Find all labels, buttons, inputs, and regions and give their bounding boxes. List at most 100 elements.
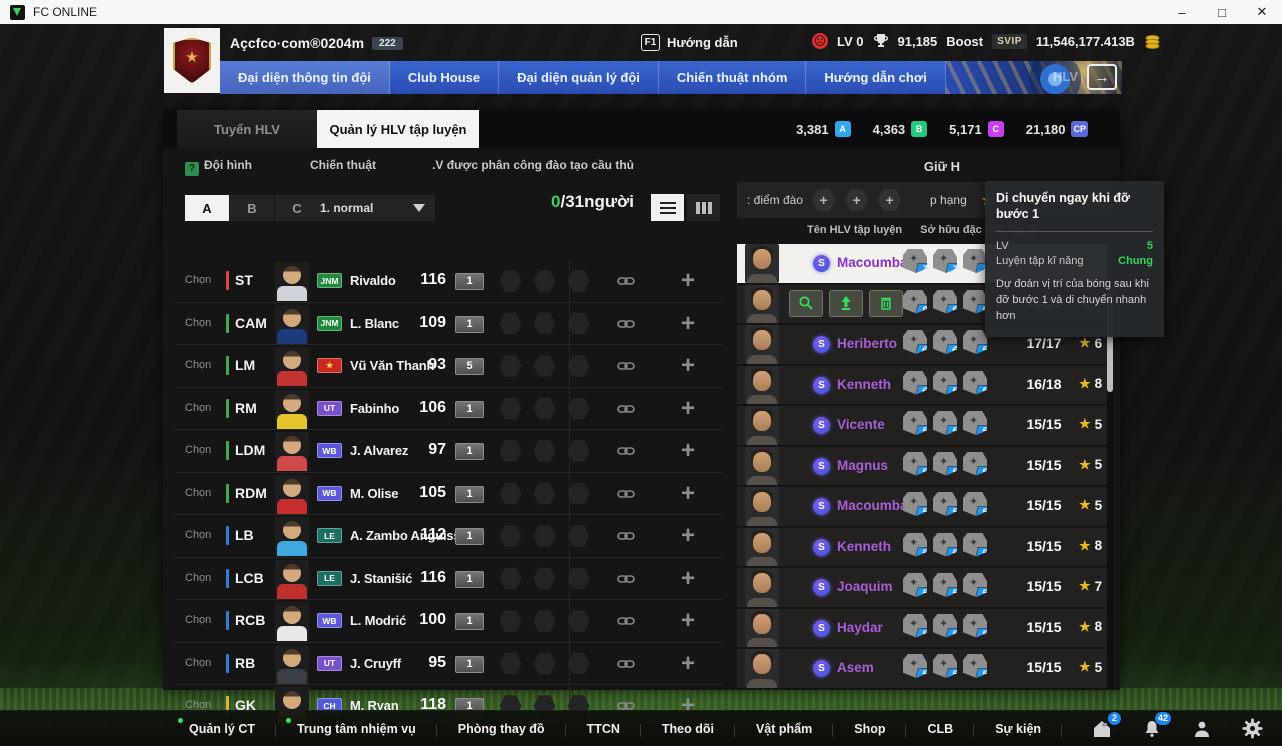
coach-scrollbar[interactable] xyxy=(1107,244,1113,689)
exit-button[interactable]: → xyxy=(1087,64,1117,90)
empty-slot-hexagon[interactable] xyxy=(499,440,522,462)
select-label[interactable]: Chọn xyxy=(185,274,212,286)
bottom-nav-item[interactable]: Shop xyxy=(833,722,907,737)
empty-slot-hexagon[interactable] xyxy=(567,610,590,632)
player-row[interactable]: Chọn ST JNM Rivaldo 116 1 + xyxy=(175,260,722,303)
empty-slot-hexagon[interactable] xyxy=(533,567,556,590)
empty-slot-hexagon[interactable] xyxy=(567,567,590,590)
empty-slot-hexagon[interactable] xyxy=(499,482,522,505)
bottom-nav-item[interactable]: Sự kiện xyxy=(974,722,1062,737)
bottom-nav-item[interactable]: Vật phẩm xyxy=(735,722,834,737)
empty-slot-hexagon[interactable] xyxy=(499,270,522,292)
select-label[interactable]: Chọn xyxy=(185,529,212,541)
add-trainer-button[interactable]: + xyxy=(675,480,701,507)
select-label[interactable]: Chọn xyxy=(185,699,212,711)
filter-add-button[interactable]: + xyxy=(844,189,869,211)
help-shortcut[interactable]: F1 Hướng dẫn xyxy=(641,34,738,51)
player-row[interactable]: Chọn RCB WB L. Modrić 100 1 + xyxy=(175,600,722,643)
tab-recruit-hlv[interactable]: Tuyển HLV xyxy=(177,110,317,148)
player-row[interactable]: Chọn LDM WB J. Alvarez 97 1 + xyxy=(175,430,722,473)
select-label[interactable]: Chọn xyxy=(185,359,212,371)
coach-row[interactable]: S Haydar 5 5 5 xyxy=(737,608,1112,647)
filter-add-button[interactable]: + xyxy=(877,189,902,211)
tactic-dropdown[interactable]: 1. normal xyxy=(310,195,435,221)
maximize-button[interactable]: □ xyxy=(1218,4,1226,20)
coach-row[interactable]: S Kenneth 5 5 5 xyxy=(737,527,1112,566)
player-row[interactable]: Chọn LM ★ Vũ Văn Thanh 93 5 + xyxy=(175,345,722,388)
add-trainer-button[interactable]: + xyxy=(675,310,701,337)
empty-slot-hexagon[interactable] xyxy=(499,312,522,335)
empty-slot-hexagon[interactable] xyxy=(567,397,590,420)
add-trainer-button[interactable]: + xyxy=(675,523,701,549)
add-trainer-button[interactable]: + xyxy=(675,353,701,379)
coach-row[interactable]: S Macoumba 5 5 5 xyxy=(737,487,1112,526)
empty-slot-hexagon[interactable] xyxy=(533,312,556,335)
nav-item[interactable]: Hướng dẫn chơi xyxy=(806,61,946,94)
coach-row[interactable]: S Joaquim 5 5 5 xyxy=(737,568,1112,607)
nav-item[interactable]: Club House xyxy=(390,61,500,94)
coach-row[interactable]: S Asem 5 5 5 xyxy=(737,649,1112,688)
select-label[interactable]: Chọn xyxy=(185,401,212,414)
nav-item[interactable]: Đại diện thông tin đội xyxy=(220,61,390,94)
notifications-button[interactable]: 42 xyxy=(1140,710,1173,740)
coach-row[interactable]: S Kenneth 6 5 5 xyxy=(737,365,1112,404)
bottom-nav-item[interactable]: CLB xyxy=(906,722,974,737)
empty-slot-hexagon[interactable] xyxy=(567,270,590,292)
search-button[interactable] xyxy=(789,289,823,317)
empty-slot-hexagon[interactable] xyxy=(533,270,556,292)
empty-slot-hexagon[interactable] xyxy=(533,397,556,420)
select-label[interactable]: Chọn xyxy=(185,444,212,456)
player-row[interactable]: Chọn LCB LE J. Stanišić 116 1 + xyxy=(175,557,722,600)
list-view-button[interactable] xyxy=(651,194,684,221)
close-button[interactable]: ✕ xyxy=(1256,4,1268,19)
select-label[interactable]: Chọn xyxy=(185,316,212,329)
add-trainer-button[interactable]: + xyxy=(675,395,701,422)
nav-item[interactable]: Đại diện quản lý đội xyxy=(499,61,659,94)
select-label[interactable]: Chọn xyxy=(185,614,212,626)
empty-slot-hexagon[interactable] xyxy=(533,525,556,547)
player-row[interactable]: Chọn RM UT Fabinho 106 1 + xyxy=(175,387,722,430)
empty-slot-hexagon[interactable] xyxy=(499,610,522,632)
empty-slot-hexagon[interactable] xyxy=(533,652,556,675)
player-row[interactable]: Chọn CAM JNM L. Blanc 109 1 + xyxy=(175,302,722,345)
add-trainer-button[interactable]: + xyxy=(675,608,701,634)
empty-slot-hexagon[interactable] xyxy=(533,610,556,632)
select-label[interactable]: Chọn xyxy=(185,486,212,499)
settings-button[interactable] xyxy=(1240,718,1264,740)
empty-slot-hexagon[interactable] xyxy=(499,397,522,420)
player-row[interactable]: Chọn LB LE A. Zambo Anguissa 112 1 + xyxy=(175,515,722,558)
empty-slot-hexagon[interactable] xyxy=(499,652,522,675)
tab-manage-hlv[interactable]: Quản lý HLV tập luyện xyxy=(317,110,479,148)
player-row[interactable]: Chọn RDM WB M. Olise 105 1 + xyxy=(175,472,722,515)
player-row[interactable]: Chọn RB UT J. Cruyff 95 1 + xyxy=(175,642,722,685)
bottom-nav-item[interactable]: TTCN xyxy=(566,722,642,737)
select-label[interactable]: Chọn xyxy=(185,571,212,584)
add-trainer-button[interactable]: + xyxy=(675,650,701,677)
bottom-nav-item[interactable]: Trung tâm nhiệm vụ xyxy=(276,717,437,737)
empty-slot-hexagon[interactable] xyxy=(567,440,590,462)
coach-row[interactable]: S Vicente 5 5 5 xyxy=(737,406,1112,445)
profile-button[interactable] xyxy=(1190,718,1214,740)
bottom-nav-item[interactable]: Theo dõi xyxy=(641,722,736,737)
delete-button[interactable] xyxy=(869,289,903,317)
home-button[interactable]: 2 xyxy=(1090,710,1123,740)
empty-slot-hexagon[interactable] xyxy=(567,482,590,505)
add-trainer-button[interactable]: + xyxy=(675,438,701,464)
empty-slot-hexagon[interactable] xyxy=(499,567,522,590)
help-question-icon[interactable]: ? xyxy=(185,161,199,176)
empty-slot-hexagon[interactable] xyxy=(567,312,590,335)
formation-tab[interactable]: B xyxy=(230,195,275,221)
empty-slot-hexagon[interactable] xyxy=(567,525,590,547)
select-label[interactable]: Chọn xyxy=(185,656,212,669)
empty-slot-hexagon[interactable] xyxy=(499,355,522,377)
formation-tab[interactable]: A xyxy=(185,195,230,221)
empty-slot-hexagon[interactable] xyxy=(533,482,556,505)
add-trainer-button[interactable]: + xyxy=(675,565,701,592)
empty-slot-hexagon[interactable] xyxy=(567,355,590,377)
filter-add-button[interactable]: + xyxy=(811,189,836,211)
bottom-nav-item[interactable]: Phòng thay đồ xyxy=(437,722,566,737)
empty-slot-hexagon[interactable] xyxy=(533,440,556,462)
bottom-nav-item[interactable]: Quản lý CT xyxy=(168,717,276,737)
minimize-button[interactable]: – xyxy=(1178,4,1186,20)
add-trainer-button[interactable]: + xyxy=(675,268,701,294)
